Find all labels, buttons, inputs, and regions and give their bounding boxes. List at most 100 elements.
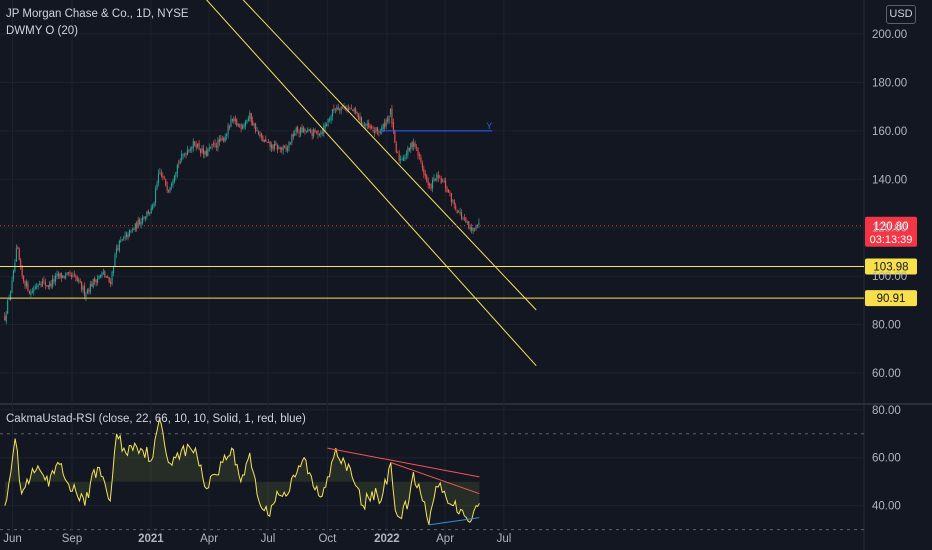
candle-body — [411, 142, 413, 147]
candle-body — [56, 273, 58, 277]
price-tick-label: 180.00 — [872, 77, 907, 89]
candle-body — [60, 272, 62, 278]
candle-body — [445, 180, 447, 189]
candle-body — [208, 147, 210, 151]
candle-body — [178, 163, 180, 165]
candle-body — [387, 119, 389, 121]
candle-body — [99, 274, 102, 278]
candle-body — [227, 125, 229, 135]
candle-body — [75, 276, 77, 278]
candle-body — [108, 277, 110, 283]
candle-body — [471, 227, 473, 231]
candle-body — [436, 173, 438, 180]
candle-body — [465, 218, 467, 223]
candle-body — [300, 127, 302, 135]
candle-body — [304, 129, 306, 132]
candle-body — [65, 274, 67, 279]
candle-body — [81, 281, 83, 290]
candle-body — [446, 187, 448, 192]
candle-body — [453, 200, 455, 205]
candle-body — [139, 219, 141, 225]
current-price-box — [865, 216, 917, 247]
candle-body — [291, 134, 293, 143]
candle-body — [456, 210, 458, 213]
currency-button[interactable]: USD — [886, 5, 916, 24]
candle-body — [223, 138, 225, 142]
candle-body — [472, 228, 474, 231]
rsi-tick-label: 80.00 — [872, 405, 901, 417]
candle-body — [217, 139, 219, 149]
candle-body — [262, 136, 264, 142]
candle-body — [59, 273, 61, 278]
candle-body — [166, 185, 168, 191]
candle-body — [18, 248, 20, 260]
candle-body — [314, 129, 316, 133]
candle-body — [98, 275, 100, 280]
candle-body — [37, 284, 39, 287]
candle-body — [186, 149, 189, 155]
rsi-tick-label: 40.00 — [872, 501, 901, 513]
candle-body — [215, 146, 218, 147]
candle-body — [365, 124, 367, 126]
candle-body — [450, 193, 452, 202]
rsi-line — [4, 417, 480, 525]
candle-body — [424, 173, 426, 177]
candle-body — [401, 159, 403, 161]
candle-body — [21, 266, 23, 277]
candle-body — [47, 285, 49, 288]
price-tick-label: 140.00 — [872, 174, 907, 186]
channel-trendline — [206, 0, 537, 367]
candle-body — [156, 183, 158, 190]
candle-body — [407, 147, 409, 155]
candle-body — [349, 108, 351, 110]
candle-body — [315, 130, 318, 132]
support-label: 90.91 — [877, 293, 906, 305]
rsi-tick-label: 60.00 — [872, 453, 901, 465]
candle-body — [402, 158, 405, 162]
candle-body — [194, 141, 196, 146]
candle-body — [150, 207, 152, 214]
candle-body — [463, 217, 465, 219]
candle-body — [427, 181, 429, 186]
candle-body — [12, 270, 15, 280]
candle-body — [447, 190, 450, 193]
candle-body — [356, 112, 358, 114]
candle-body — [363, 124, 365, 126]
candle-body — [337, 107, 339, 110]
candle-body — [384, 122, 386, 128]
candle-body — [395, 143, 397, 153]
candle-body — [162, 175, 164, 178]
candle-body — [8, 298, 10, 300]
candle-body — [101, 273, 103, 277]
candle-body — [7, 300, 9, 314]
candle-body — [259, 134, 261, 136]
candle-body — [182, 154, 184, 156]
candle-body — [123, 237, 125, 239]
time-tick-label: Jul — [261, 533, 276, 545]
candle-body — [70, 274, 73, 277]
candle-body — [20, 260, 22, 267]
time-tick-label: 2022 — [374, 533, 400, 545]
candle-body — [426, 175, 428, 182]
price-tick-label: 160.00 — [872, 126, 907, 138]
candle-body — [371, 126, 373, 129]
candle-body — [281, 147, 283, 150]
candle-body — [159, 172, 161, 174]
candle-body — [181, 154, 183, 161]
resistance-annotation: Y — [486, 121, 492, 131]
candle-body — [459, 212, 461, 213]
candle-body — [326, 123, 328, 126]
candle-body — [228, 126, 231, 128]
bar-countdown: 03:13:39 — [870, 234, 913, 246]
candle-body — [152, 205, 154, 209]
candle-body — [417, 147, 419, 156]
candle-body — [50, 283, 52, 286]
candle-body — [91, 284, 93, 287]
candle-body — [104, 271, 106, 277]
candle-body — [449, 191, 451, 193]
candle-body — [198, 142, 200, 150]
candle-body — [115, 248, 117, 254]
candle-body — [385, 120, 387, 127]
time-tick-label: Jun — [3, 533, 22, 545]
